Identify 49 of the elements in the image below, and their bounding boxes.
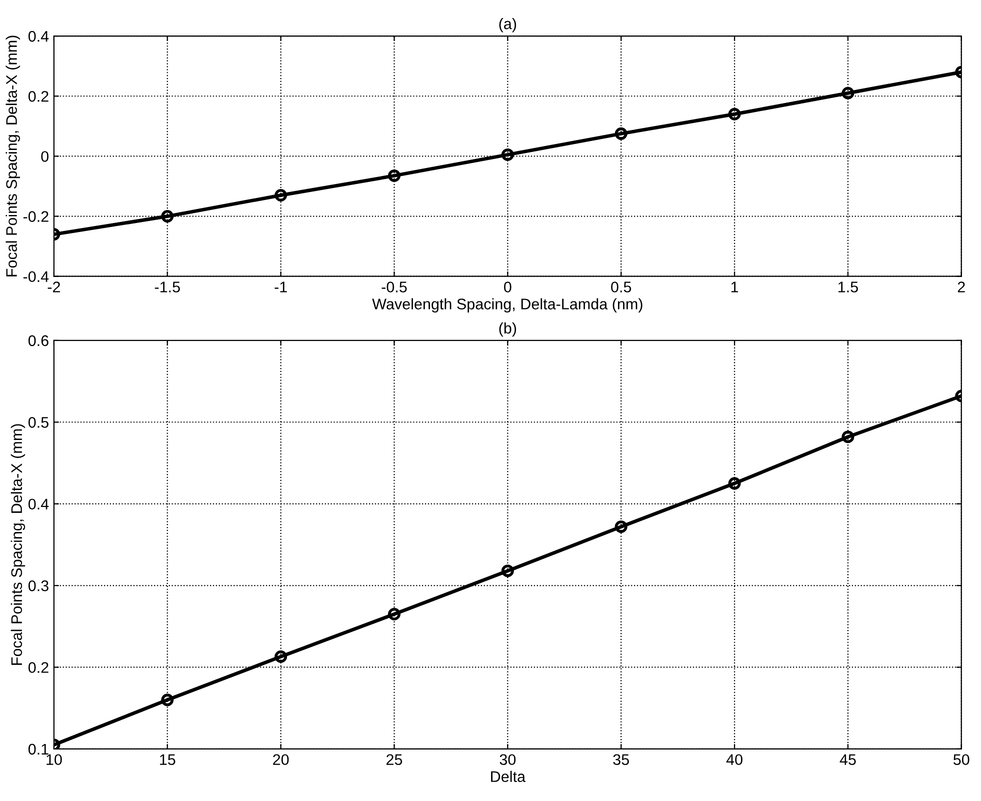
point [161, 694, 174, 706]
x-tick-label: 30 [500, 754, 516, 766]
x-axis-title: Wavelength Spacing, Delta-Lamda (nm) [372, 298, 642, 312]
y-tick-label: 0.1 [28, 744, 48, 755]
y-tick-label: 0.2 [28, 90, 48, 102]
x-tick-label: -1 [274, 282, 287, 292]
x-tick-label: 1.5 [838, 282, 858, 292]
y-tick-label: 0.4 [28, 30, 49, 42]
x-tick-label: 1 [731, 282, 738, 292]
point [728, 108, 741, 120]
point [388, 169, 400, 182]
point [388, 608, 400, 620]
x-tick-label: 50 [953, 754, 970, 766]
point [614, 520, 628, 533]
y-tick-label: -0.4 [23, 271, 49, 282]
x-tick-label: -1.5 [154, 282, 180, 292]
x-tick-label: -2 [48, 282, 60, 292]
x-tick-label: 20 [273, 754, 289, 766]
chart-title: (b) [499, 322, 516, 337]
x-tick-label: 0 [504, 282, 512, 292]
y-axis-title: Focal Points Spacing, Delta-X (mm) [10, 424, 26, 665]
x-tick-label: 15 [160, 754, 176, 766]
x-tick-label: 2 [958, 282, 965, 292]
x-tick-label: 40 [726, 754, 742, 766]
x-tick-label: 45 [840, 754, 856, 766]
y-tick-label: 0.6 [28, 335, 48, 346]
y-tick-label: 0.5 [28, 416, 48, 428]
point [501, 564, 514, 578]
y-tick-label: 0.4 [28, 498, 49, 510]
x-tick-label: -0.5 [382, 282, 407, 292]
y-tick-label: -0.2 [23, 211, 48, 222]
y-axis-title: Focal Points Spacing, Delta-X (mm) [6, 36, 20, 276]
x-tick-label: 0.5 [611, 282, 632, 292]
y-tick-label: 0 [41, 151, 48, 162]
x-tick-label: 10 [46, 754, 62, 766]
y-tick-label: 0.2 [28, 662, 48, 673]
x-tick-label: 25 [386, 754, 402, 766]
point [501, 148, 514, 161]
point [274, 188, 288, 202]
x-axis-title: Delta [491, 770, 526, 782]
point [728, 477, 741, 490]
chart-title: (a) [499, 18, 516, 32]
point [161, 210, 174, 223]
point [842, 86, 854, 100]
y-tick-label: 0.3 [28, 580, 48, 592]
point [274, 650, 288, 663]
x-tick-label: 35 [613, 754, 629, 766]
point [614, 127, 628, 140]
point [842, 430, 854, 444]
